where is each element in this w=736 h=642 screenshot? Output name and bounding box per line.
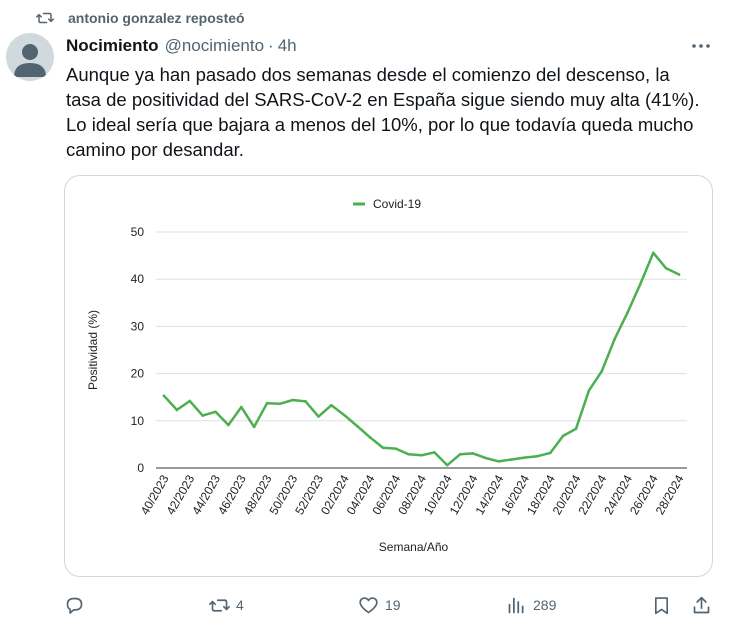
tweet-time[interactable]: 4h — [277, 36, 297, 55]
data-point — [639, 282, 642, 286]
y-tick-label: 20 — [131, 367, 145, 381]
y-tick-label: 50 — [131, 225, 145, 239]
tweet-text: Aunque ya han pasado dos semanas desde e… — [66, 64, 700, 160]
data-point — [265, 402, 269, 405]
data-point — [420, 453, 423, 457]
data-point — [523, 456, 526, 459]
reply-icon — [66, 597, 83, 614]
data-point — [445, 463, 449, 467]
avatar[interactable] — [6, 33, 54, 81]
data-point — [471, 452, 475, 455]
data-point — [613, 337, 616, 341]
data-point — [600, 369, 604, 373]
retweet-button[interactable]: 4 — [209, 592, 244, 618]
data-point — [175, 408, 179, 412]
data-point — [342, 413, 346, 417]
data-point — [433, 451, 436, 454]
data-point — [394, 447, 398, 450]
data-point — [278, 402, 282, 406]
author-handle[interactable]: @nocimiento — [164, 36, 265, 55]
data-point — [368, 436, 372, 439]
data-point — [677, 273, 681, 276]
tweet-header: Nocimiento @nocimiento · 4h — [66, 34, 297, 58]
y-tick-label: 0 — [137, 461, 144, 475]
y-axis-title: Positividad (%) — [86, 310, 100, 390]
data-point — [651, 251, 655, 255]
action-bar: 4 19 289 — [64, 592, 724, 618]
data-point — [407, 453, 410, 456]
separator-dot: · — [268, 36, 274, 55]
positivity-chart: 0102030405040/202342/202344/202346/20234… — [86, 197, 687, 554]
default-avatar-icon — [14, 44, 46, 77]
data-point — [510, 458, 513, 461]
data-point — [201, 414, 204, 417]
views-count: 289 — [533, 597, 557, 613]
data-point — [381, 446, 385, 450]
views-icon — [508, 597, 524, 613]
y-tick-label: 30 — [131, 319, 145, 333]
data-point — [536, 454, 539, 458]
data-point — [252, 425, 256, 429]
repost-text: antonio gonzalez reposteó — [68, 10, 245, 26]
data-point — [227, 423, 230, 427]
data-point — [239, 405, 243, 409]
repost-indicator[interactable]: antonio gonzalez reposteó — [36, 8, 245, 28]
y-tick-label: 10 — [131, 414, 145, 428]
legend-label: Covid-19 — [373, 197, 421, 211]
data-point — [317, 415, 320, 418]
author-name[interactable]: Nocimiento — [66, 36, 159, 55]
like-button[interactable]: 19 — [358, 592, 401, 618]
repost-icon — [36, 12, 54, 24]
data-point — [214, 410, 217, 414]
y-tick-label: 40 — [131, 272, 145, 286]
series-line-covid-19 — [162, 251, 681, 467]
views-button[interactable]: 289 — [506, 592, 556, 618]
share-button[interactable] — [691, 592, 712, 618]
data-point — [304, 400, 307, 403]
data-point — [548, 451, 552, 455]
bookmark-icon — [654, 596, 669, 614]
data-point — [587, 389, 591, 392]
x-axis-title: Semana/Año — [379, 540, 449, 554]
data-point — [330, 403, 333, 407]
more-icon — [692, 44, 710, 48]
like-icon — [359, 596, 378, 613]
more-button[interactable] — [690, 36, 712, 56]
reply-button[interactable] — [64, 592, 91, 618]
retweet-icon — [209, 598, 230, 612]
data-point — [574, 427, 578, 431]
data-point — [561, 434, 565, 438]
data-point — [626, 311, 629, 315]
share-icon — [693, 596, 710, 613]
data-point — [458, 453, 462, 456]
bookmark-button[interactable] — [651, 592, 672, 618]
data-point — [484, 456, 488, 460]
data-point — [497, 460, 501, 463]
retweet-count: 4 — [236, 597, 244, 613]
like-count: 19 — [385, 597, 401, 613]
chart-image[interactable]: 0 10 20 30 40 50 40/2023 42/2023 44/2023 46/2023 4… — [64, 175, 713, 577]
data-point — [162, 394, 166, 398]
data-point — [664, 267, 668, 270]
data-point — [188, 399, 192, 403]
data-point — [355, 424, 359, 428]
data-point — [291, 398, 295, 402]
